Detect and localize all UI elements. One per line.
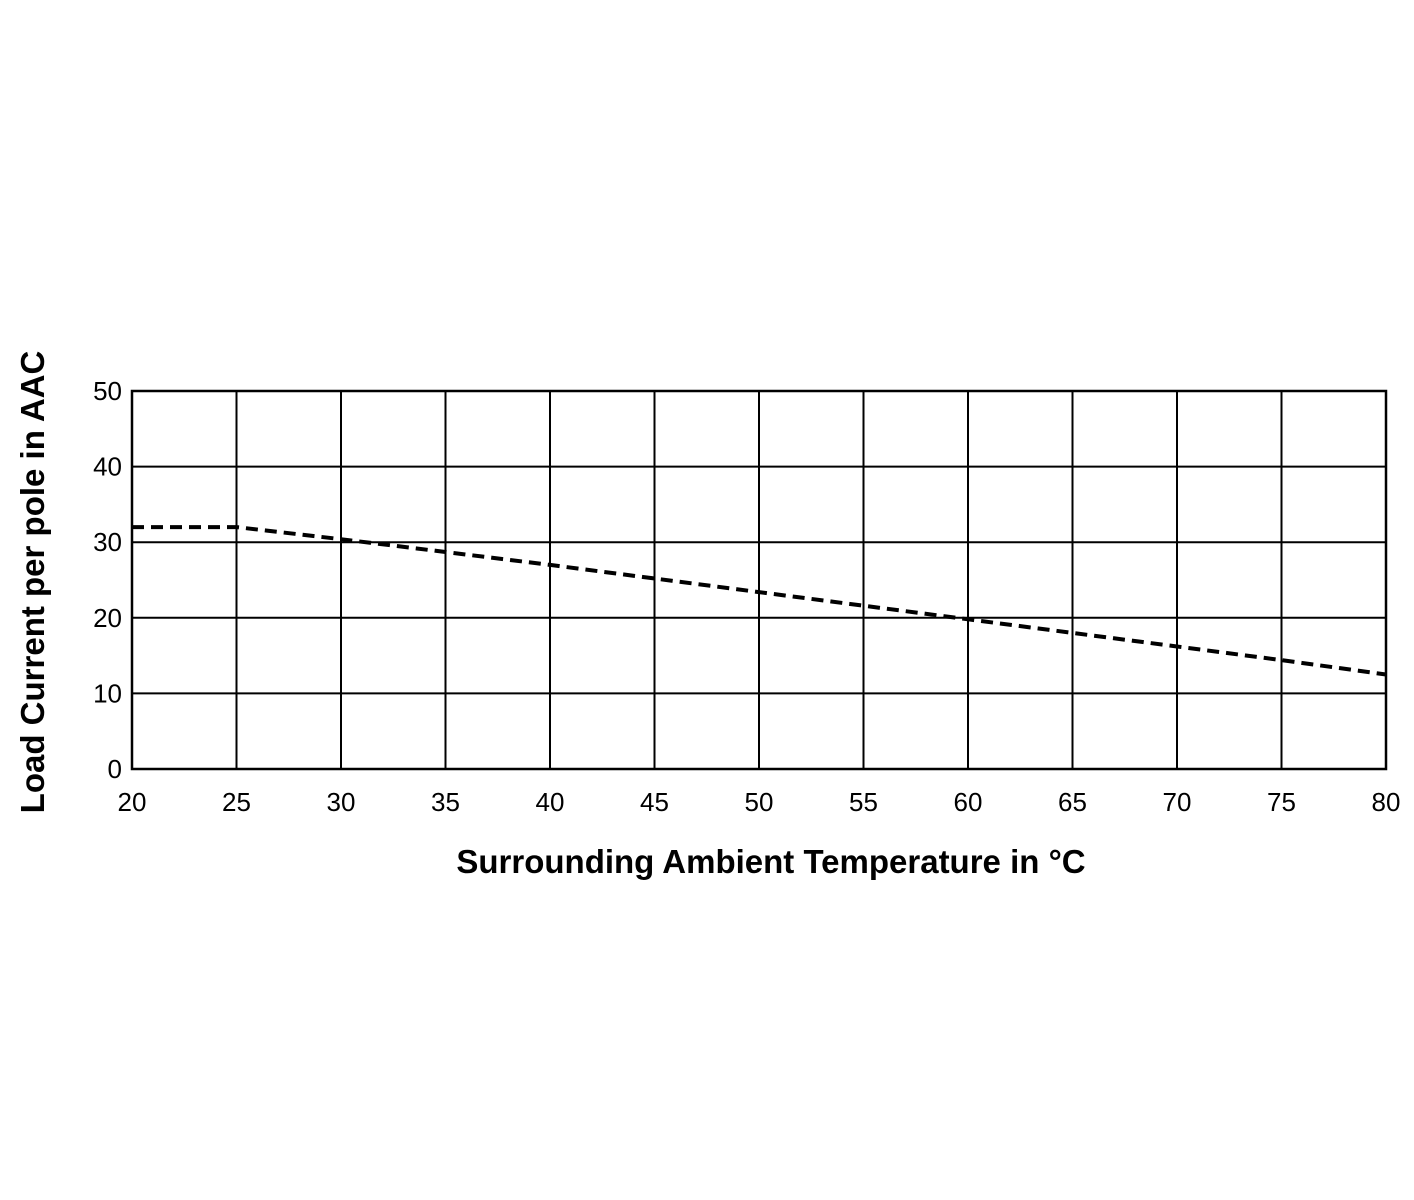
- series-line-0: [132, 525, 1387, 677]
- x-tick-label-20: 20: [118, 787, 147, 817]
- x-tick-label-75: 75: [1267, 787, 1296, 817]
- y-tick-label-40: 40: [93, 452, 122, 482]
- x-tick-label-50: 50: [745, 787, 774, 817]
- y-axis-title: Load Current per pole in AAC: [14, 351, 51, 814]
- series: [132, 525, 1387, 677]
- x-tick-label-45: 45: [640, 787, 669, 817]
- x-tick-label-55: 55: [849, 787, 878, 817]
- y-tick-label-30: 30: [93, 527, 122, 557]
- x-axis-tick-labels: 20 25 30 35 40 45 50 55 60 65 70 75 80: [118, 787, 1401, 817]
- x-tick-label-30: 30: [327, 787, 356, 817]
- x-tick-label-35: 35: [431, 787, 460, 817]
- x-axis-title-unit-space: [1039, 843, 1048, 880]
- x-tick-label-65: 65: [1058, 787, 1087, 817]
- y-axis-tick-labels: 0 10 20 30 40 50: [93, 376, 122, 784]
- y-tick-label-20: 20: [93, 603, 122, 633]
- x-axis-title: Surrounding Ambient Temperature in °C: [456, 843, 1085, 880]
- x-tick-label-40: 40: [536, 787, 565, 817]
- x-axis-title-text: Surrounding Ambient Temperature in: [456, 843, 1039, 880]
- x-tick-label-80: 80: [1372, 787, 1401, 817]
- x-tick-label-70: 70: [1163, 787, 1192, 817]
- y-tick-label-0: 0: [108, 754, 122, 784]
- x-tick-label-25: 25: [222, 787, 251, 817]
- x-axis-title-unit: °C: [1049, 843, 1086, 880]
- y-tick-label-10: 10: [93, 678, 122, 708]
- y-tick-label-50: 50: [93, 376, 122, 406]
- x-tick-label-60: 60: [954, 787, 983, 817]
- grid: [131, 390, 1387, 770]
- plot-frame: [130, 389, 1388, 771]
